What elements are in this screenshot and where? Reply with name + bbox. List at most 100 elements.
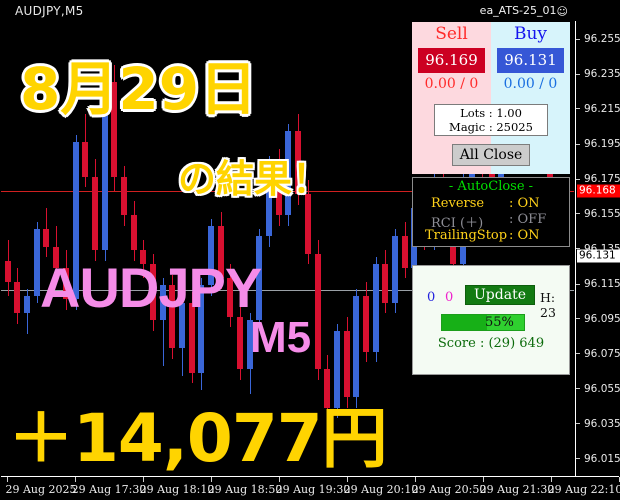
candle-body-bullish: [73, 141, 79, 300]
price-tick: [576, 248, 580, 249]
candle-body-bearish: [121, 176, 127, 216]
all-close-button[interactable]: All Close: [452, 144, 530, 166]
time-axis[interactable]: 29 Aug 2025 29 Aug 17:30 29 Aug 18:10 29 Au…: [1, 476, 620, 499]
candle-body-bearish: [53, 246, 59, 268]
autoclose-row-rci[interactable]: RCI (＋) : OFF: [413, 212, 569, 231]
rci-key: RCI (＋): [431, 216, 484, 231]
candle-body-bearish: [82, 141, 88, 177]
time-tick-label: 29 Aug 2025: [5, 483, 77, 496]
price-tick-label: 96.255: [584, 32, 620, 45]
buy-profit-loss: 0.00 / 0: [503, 76, 558, 92]
trade-panel: Sell Buy 96.169 96.131 0.00 / 0 0.00 / 0…: [412, 22, 570, 174]
magic-label: Magic : 25025: [449, 120, 533, 134]
price-axis[interactable]: 96.255 96.235 96.215 96.195 96.175 96.155 96.1…: [575, 21, 620, 476]
time-tick: [347, 477, 348, 482]
time-tick-label: 29 Aug 20:50: [411, 483, 487, 496]
candle-body-bearish: [131, 215, 137, 251]
price-tick-label: 96.095: [584, 312, 620, 325]
candle-body-bearish: [305, 194, 311, 254]
sell-profit-loss: 0.00 / 0: [424, 76, 479, 92]
score-label: Score : (29) 649: [437, 336, 545, 351]
hours-label: H: 23: [540, 290, 556, 320]
candle-body-bullish: [208, 225, 214, 286]
price-tick: [576, 423, 580, 424]
trailingstop-key: TrailingStop: [425, 228, 508, 243]
price-tick: [576, 108, 580, 109]
candle-body-bullish: [353, 295, 359, 398]
rci-value: : OFF: [509, 212, 547, 227]
buy-price-button[interactable]: 96.131: [497, 48, 564, 73]
candle-body-bullish: [285, 131, 291, 216]
candle-body-bearish: [189, 302, 195, 373]
progress-percent: 55%: [485, 315, 514, 330]
candle-body-bullish: [392, 236, 398, 303]
ea-name-label: ea_ATS-25_01☺: [480, 4, 568, 18]
time-tick: [143, 477, 144, 482]
candle-body-bullish: [34, 229, 40, 296]
time-tick-label: 29 Aug 17:30: [71, 483, 147, 496]
percent-symbol: %: [501, 315, 514, 330]
time-tick: [415, 477, 416, 482]
chart-hline-gray: [1, 289, 574, 291]
time-tick-label: 29 Aug 19:30: [275, 483, 351, 496]
buy-label: Buy: [513, 24, 548, 44]
price-tick-label: 96.075: [584, 347, 620, 360]
update-button[interactable]: Update: [465, 285, 535, 305]
time-tick: [211, 477, 212, 482]
candle-body-bearish: [382, 264, 388, 303]
ea-name-text: ea_ATS-25_01: [479, 4, 557, 17]
time-tick-label: 29 Aug 20:10: [343, 483, 419, 496]
price-tick: [576, 318, 580, 319]
price-tick-label: 96.115: [584, 277, 620, 290]
time-tick-label: 29 Aug 18:50: [207, 483, 283, 496]
candle-body-bearish: [150, 264, 156, 321]
price-tick-label: 96.015: [584, 452, 620, 465]
price-tick-label: 96.155: [584, 207, 620, 220]
progress-value: 55: [485, 315, 502, 330]
time-tick-label: 29 Aug 21:30: [479, 483, 555, 496]
price-tick: [576, 74, 580, 75]
price-tick: [576, 144, 580, 145]
price-tick: [576, 458, 580, 459]
candle-body-bearish: [295, 131, 301, 195]
counter-b: 0: [445, 290, 454, 305]
price-tick-label: 96.235: [584, 67, 620, 80]
candle-body-bearish: [111, 82, 117, 177]
time-tick-label: 29 Aug 22:10: [547, 483, 620, 496]
candle-wick: [163, 278, 164, 366]
time-tick: [483, 477, 484, 482]
ask-price-tag: 96.131: [577, 249, 620, 262]
candle-body-bullish: [160, 285, 166, 321]
lots-label: Lots : 1.00: [460, 106, 522, 120]
candle-body-bearish: [363, 295, 369, 352]
candle-body-bearish: [237, 316, 243, 370]
candle-body-bullish: [334, 330, 340, 408]
price-tick-label: 96.035: [584, 417, 620, 430]
sell-price-button[interactable]: 96.169: [418, 48, 485, 73]
candle-body-bullish: [373, 264, 379, 352]
order-info-box: Lots : 1.00 Magic : 25025: [434, 104, 548, 136]
price-tick: [576, 213, 580, 214]
sell-label: Sell: [435, 24, 468, 44]
price-tick: [576, 388, 580, 389]
candle-body-bullish: [247, 320, 253, 370]
candle-body-bearish: [14, 281, 20, 314]
price-tick: [576, 39, 580, 40]
price-tick: [576, 353, 580, 354]
candle-body-bearish: [92, 176, 98, 251]
candle-body-bearish: [227, 278, 233, 317]
candle-body-bearish: [324, 369, 330, 408]
price-tick: [576, 179, 580, 180]
candle-body-bearish: [43, 229, 49, 247]
candle-body-bearish: [169, 285, 175, 349]
window-titlebar: AUDJPY,M5: [1, 1, 619, 21]
autoclose-row-trailingstop[interactable]: TrailingStop : ON: [413, 228, 569, 243]
trailingstop-value: : ON: [509, 228, 540, 243]
candle-body-bullish: [179, 302, 185, 349]
time-tick: [279, 477, 280, 482]
smiley-icon: ☺: [556, 5, 568, 18]
score-panel: 0 0 Update H: 23 55% Score : (29) 649: [412, 265, 570, 375]
bid-price-tag: 96.168: [577, 184, 620, 198]
autoclose-row-reverse[interactable]: Reverse : ON: [413, 196, 569, 211]
